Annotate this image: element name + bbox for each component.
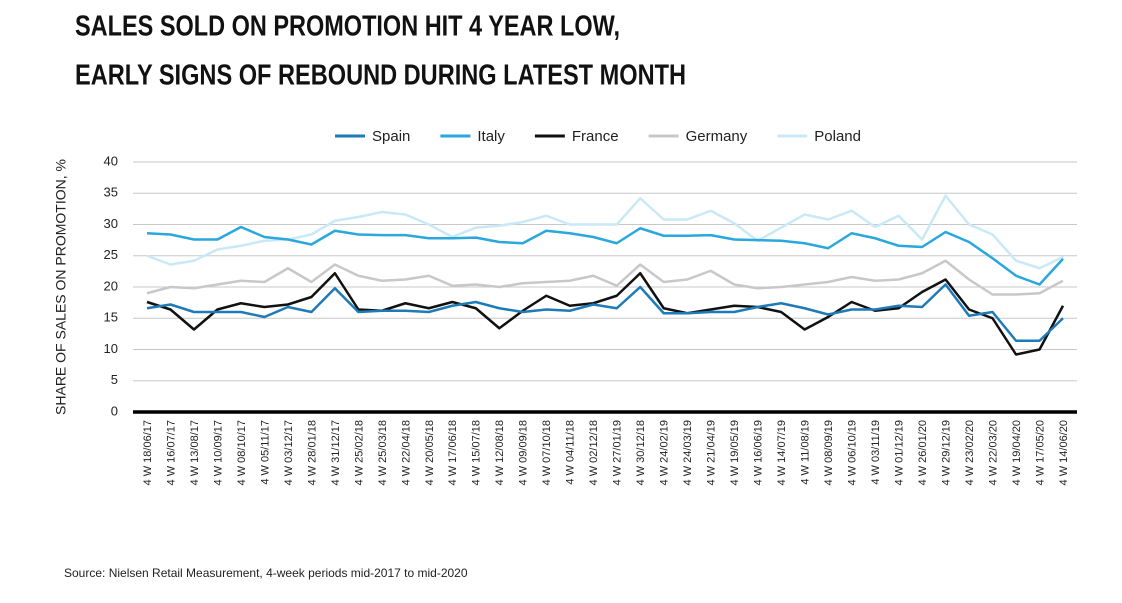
x-tick-label: 4 W 14/06/20 bbox=[1058, 420, 1070, 485]
x-tick-label: 4 W 11/08/19 bbox=[800, 420, 812, 485]
x-tick-label: 4 W 16/07/17 bbox=[165, 420, 177, 485]
x-tick-label: 4 W 04/11/18 bbox=[565, 420, 577, 485]
x-tick-label: 4 W 06/10/19 bbox=[847, 420, 859, 485]
x-tick-label: 4 W 17/06/18 bbox=[447, 420, 459, 485]
x-tick-label: 4 W 15/07/18 bbox=[471, 420, 483, 485]
y-tick-label: 25 bbox=[104, 247, 118, 262]
x-tick-label: 4 W 24/02/19 bbox=[659, 420, 671, 485]
legend-label: France bbox=[572, 128, 619, 145]
x-tick-label: 4 W 05/11/17 bbox=[259, 420, 271, 485]
x-tick-label: 4 W 03/12/17 bbox=[283, 420, 295, 485]
x-tick-label: 4 W 19/05/19 bbox=[729, 420, 741, 485]
y-tick-label: 10 bbox=[104, 341, 118, 356]
x-tick-label: 4 W 29/12/19 bbox=[940, 420, 952, 485]
x-tick-label: 4 W 22/04/18 bbox=[400, 420, 412, 485]
x-tick-label: 4 W 19/04/20 bbox=[1011, 420, 1023, 485]
x-tick-label: 4 W 10/09/17 bbox=[212, 420, 224, 485]
series-line bbox=[146, 283, 1064, 342]
x-tick-label: 4 W 08/10/17 bbox=[236, 420, 248, 485]
x-tick-label: 4 W 08/09/19 bbox=[823, 420, 835, 485]
x-tick-label: 4 W 01/12/19 bbox=[893, 420, 905, 485]
x-tick-label: 4 W 14/07/19 bbox=[776, 420, 788, 485]
y-tick-label: 40 bbox=[104, 153, 118, 168]
x-tick-label: 4 W 20/05/18 bbox=[424, 420, 436, 485]
chart-title: SALES SOLD ON PROMOTION HIT 4 YEAR LOW, bbox=[75, 11, 620, 43]
x-tick-label: 4 W 30/12/18 bbox=[635, 420, 647, 485]
y-tick-label: 35 bbox=[104, 185, 118, 200]
x-tick-label: 4 W 13/08/17 bbox=[189, 420, 201, 485]
x-tick-label: 4 W 17/05/20 bbox=[1034, 420, 1046, 485]
x-tick-label: 4 W 27/01/19 bbox=[612, 420, 624, 485]
y-tick-label: 0 bbox=[111, 403, 118, 418]
x-tick-label: 4 W 24/03/19 bbox=[682, 420, 694, 485]
x-tick-label: 4 W 18/06/17 bbox=[142, 420, 154, 485]
series-line bbox=[146, 194, 1064, 270]
series-line bbox=[146, 272, 1065, 356]
x-tick-label: 4 W 12/08/18 bbox=[494, 420, 506, 485]
x-tick-label: 4 W 16/06/19 bbox=[753, 420, 765, 485]
x-tick-label: 4 W 25/03/18 bbox=[377, 420, 389, 485]
legend-label: Poland bbox=[814, 128, 861, 145]
y-axis-label: SHARE OF SALES ON PROMOTION, % bbox=[53, 159, 69, 415]
x-tick-label: 4 W 03/11/19 bbox=[870, 420, 882, 485]
x-tick-label: 4 W 28/01/18 bbox=[306, 420, 318, 485]
x-tick-label: 4 W 23/02/20 bbox=[964, 420, 976, 485]
y-tick-label: 5 bbox=[111, 372, 118, 387]
x-tick-label: 4 W 07/10/18 bbox=[541, 420, 553, 485]
x-tick-label: 4 W 02/12/18 bbox=[588, 420, 600, 485]
chart-title: EARLY SIGNS OF REBOUND DURING LATEST MON… bbox=[75, 60, 686, 92]
y-tick-label: 15 bbox=[104, 310, 118, 325]
x-tick-label: 4 W 09/09/18 bbox=[518, 420, 530, 485]
x-tick-label: 4 W 21/04/19 bbox=[706, 420, 718, 485]
series-line bbox=[146, 225, 1064, 286]
x-tick-label: 4 W 25/02/18 bbox=[353, 420, 365, 485]
y-tick-label: 30 bbox=[104, 216, 118, 231]
series-line bbox=[146, 259, 1064, 296]
source-note: Source: Nielsen Retail Measurement, 4-we… bbox=[64, 566, 468, 580]
x-tick-label: 4 W 22/03/20 bbox=[987, 420, 999, 485]
x-tick-label: 4 W 26/01/20 bbox=[917, 420, 929, 485]
legend-label: Italy bbox=[477, 128, 505, 145]
x-tick-label: 4 W 31/12/17 bbox=[330, 420, 342, 485]
legend-label: Spain bbox=[372, 128, 410, 145]
y-tick-label: 20 bbox=[104, 278, 118, 293]
legend-label: Germany bbox=[686, 128, 748, 145]
